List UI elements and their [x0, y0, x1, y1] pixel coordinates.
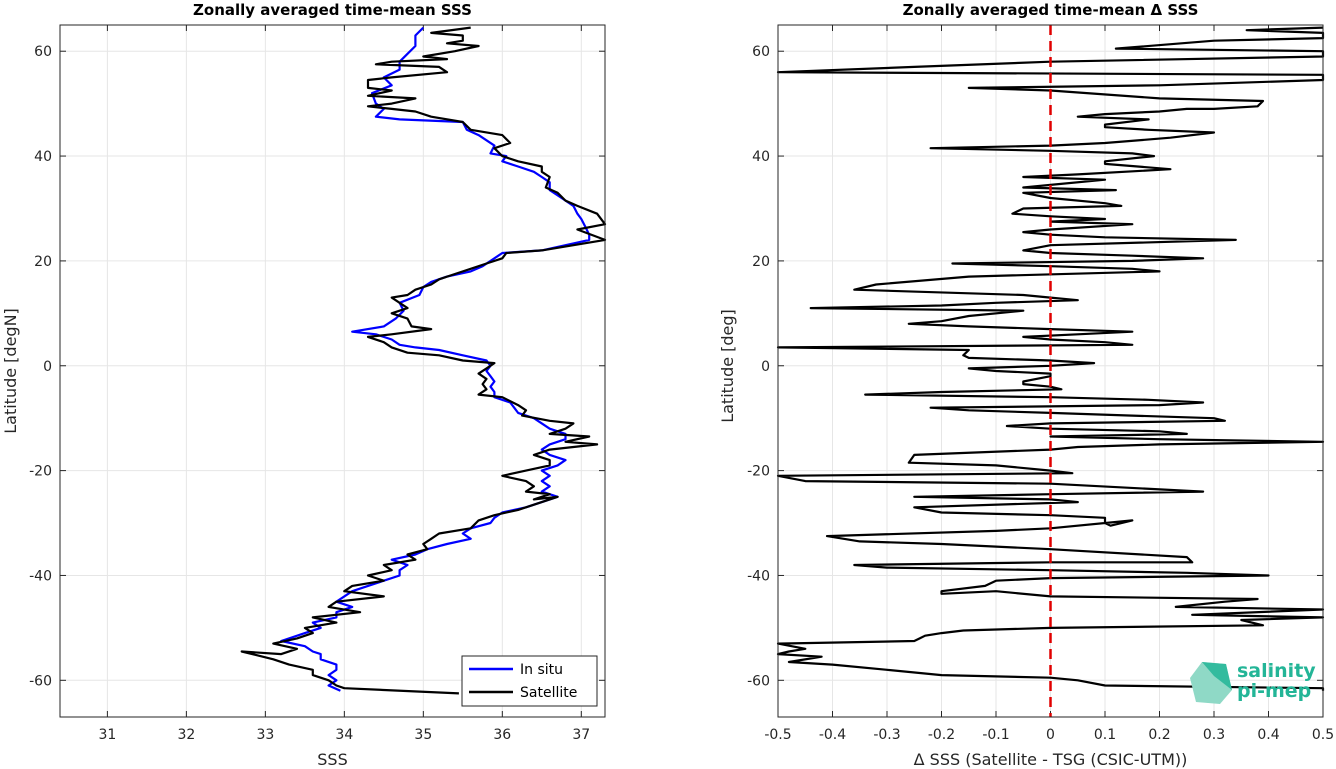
sss-series	[240, 26, 607, 695]
delta-sss-x-tick-label: -0.2	[928, 727, 955, 743]
delta-sss-series	[776, 25, 1325, 717]
sss-y-tick-label: -20	[29, 464, 52, 480]
logo-mark-shade-icon	[1202, 662, 1232, 690]
delta-sss-x-tick-label: 0.1	[1094, 727, 1116, 743]
delta-sss-x-tick-label: -0.3	[873, 727, 900, 743]
legend-box	[461, 655, 598, 707]
sss-x-tick-label: 36	[493, 727, 511, 743]
sss-y-tick-label: -60	[29, 673, 52, 689]
delta-sss-y-tick-label: -60	[747, 673, 770, 689]
delta-sss-x-tick-label: 0.4	[1257, 727, 1279, 743]
delta-sss-y-tick-label: 60	[752, 44, 770, 60]
sss-x-tick-label: 31	[98, 727, 116, 743]
delta-sss-ticks: -0.5 -0.4 -0.3 -0.2 -0.1 0 0.1 0.2 0.3 0.4 0.5 -60 -…	[747, 25, 1334, 743]
sss-ticks: 31 32 33 34 35 36 37 -60 -40 -20 0 20 40 60	[29, 25, 605, 743]
sss-y-tick-label: 40	[34, 149, 52, 165]
delta-sss-y-tick-label: 0	[761, 359, 770, 375]
sss-y-tick-label: 20	[34, 254, 52, 270]
delta-sss-x-axis-label: Δ SSS (Satellite - TSG (CSIC-UTM))	[914, 750, 1188, 769]
sss-panel: 31 32 33 34 35 36 37 -60 -40 -20 0 20 40 60 Zonally a…	[1, 1, 607, 769]
sss-y-axis-label: Latitude [degN]	[1, 308, 20, 434]
delta-sss-x-tick-label: 0.3	[1203, 727, 1225, 743]
delta-sss-chart-title: Zonally averaged time-mean Δ SSS	[903, 1, 1199, 19]
delta-sss-plot-frame	[777, 24, 1324, 718]
delta-sss-x-tick-label: 0	[1046, 727, 1055, 743]
legend-label-satellite: Satellite	[520, 685, 577, 701]
legend-label-in-situ: In situ	[520, 662, 563, 678]
sss-plot-frame	[59, 24, 606, 718]
delta-sss-y-tick-label: -40	[747, 568, 770, 584]
sss-y-tick-label: 60	[34, 44, 52, 60]
delta-sss-x-tick-label: -0.5	[764, 727, 791, 743]
sss-y-tick-label: 0	[43, 359, 52, 375]
delta-sss-y-tick-label: 20	[752, 254, 770, 270]
delta-sss-y-tick-label: -20	[747, 464, 770, 480]
delta-sss-panel: -0.5 -0.4 -0.3 -0.2 -0.1 0 0.1 0.2 0.3 0.4 0.5 -60 -…	[718, 1, 1334, 769]
sss-x-axis-label: SSS	[317, 750, 347, 769]
sss-x-tick-label: 34	[335, 727, 353, 743]
sss-y-tick-label: -40	[29, 568, 52, 584]
sss-chart-title: Zonally averaged time-mean SSS	[193, 1, 472, 19]
sss-x-tick-label: 35	[414, 727, 432, 743]
delta-sss-y-axis-label: Latitude [deg]	[718, 309, 737, 423]
legend: In situ Satellite	[461, 655, 598, 707]
logo-text-salinity: salinity	[1237, 660, 1316, 682]
sss-x-tick-label: 33	[256, 727, 274, 743]
series-line-in-situ	[280, 26, 591, 692]
sss-x-tick-label: 32	[177, 727, 195, 743]
logo-text-pi-mep: pi-mep	[1237, 680, 1311, 702]
delta-sss-x-tick-label: 0.2	[1148, 727, 1170, 743]
series-line-satellite	[240, 26, 607, 695]
series-line-delta-sss	[776, 26, 1325, 691]
delta-sss-y-tick-label: 40	[752, 149, 770, 165]
delta-sss-x-tick-label: 0.5	[1312, 727, 1334, 743]
delta-sss-x-tick-label: -0.4	[819, 727, 846, 743]
salinity-pi-mep-logo: salinity pi-mep	[1190, 660, 1316, 704]
delta-sss-x-tick-label: -0.1	[982, 727, 1009, 743]
sss-x-tick-label: 37	[572, 727, 590, 743]
sss-grid	[60, 25, 605, 717]
